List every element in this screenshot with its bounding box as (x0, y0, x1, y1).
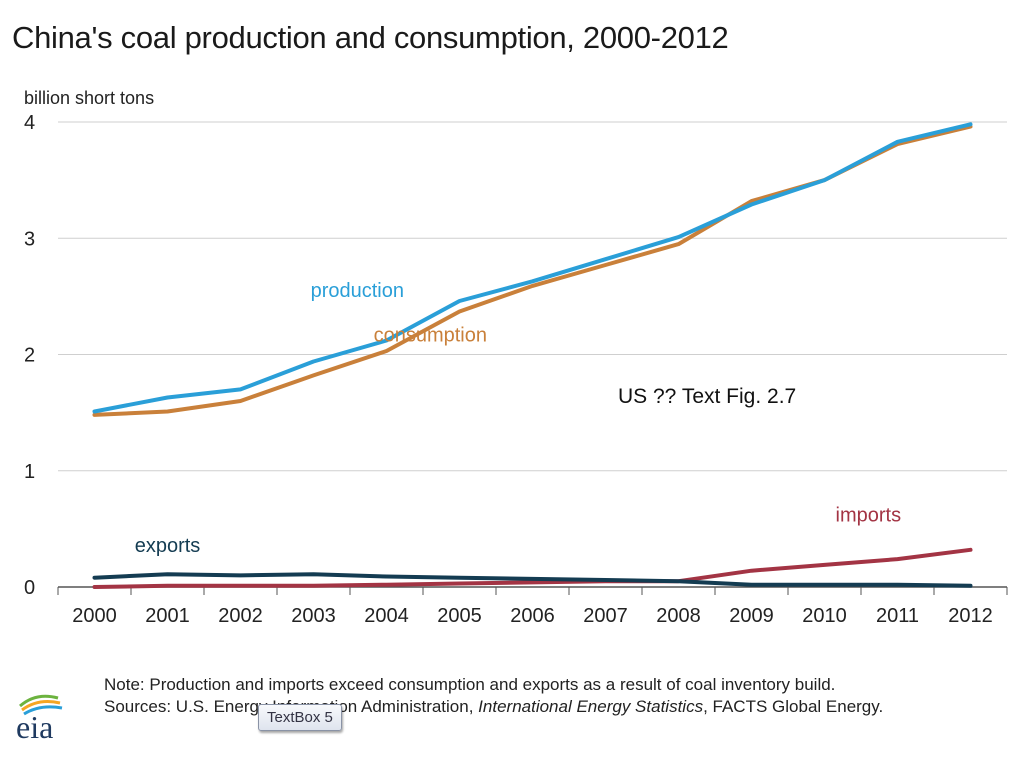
sources-line: Sources: U.S. Energy Information Adminis… (104, 696, 1009, 718)
x-tick-label: 2012 (948, 605, 993, 627)
y-axis-label: billion short tons (24, 88, 154, 108)
x-tick-label: 2007 (583, 605, 628, 627)
x-tick-label: 2011 (876, 605, 919, 627)
x-tick-label: 2000 (72, 605, 117, 627)
y-tick-label: 2 (24, 345, 35, 367)
series-label-production: production (311, 280, 404, 302)
x-tick-label: 2006 (510, 605, 555, 627)
series-label-exports: exports (135, 535, 201, 557)
series-label-imports: imports (836, 504, 902, 526)
y-tick-label: 1 (24, 461, 35, 483)
x-tick-label: 2010 (802, 605, 847, 627)
svg-text:eia: eia (16, 709, 53, 744)
x-tick-label: 2009 (729, 605, 774, 627)
x-tick-label: 2003 (291, 605, 336, 627)
series-line-imports (92, 547, 973, 589)
y-tick-label: 3 (24, 228, 35, 250)
sources-suffix: , FACTS Global Energy. (703, 697, 884, 716)
figure-reference-text: US ?? Text Fig. 2.7 (618, 385, 797, 408)
series-lines (92, 122, 973, 589)
y-tick-label: 0 (24, 577, 35, 599)
x-tick-label: 2001 (145, 605, 190, 627)
x-tick-label: 2002 (218, 605, 263, 627)
series-label-consumption: consumption (374, 324, 487, 346)
textbox-tag[interactable]: TextBox 5 (258, 704, 342, 731)
y-tick-label: 4 (24, 112, 35, 134)
axes: billion short tons 0 1 2 3 4 2000 2001 2002 2003 2… (24, 88, 1008, 627)
series-line-exports (92, 572, 973, 588)
line-chart: billion short tons 0 1 2 3 4 2000 2001 2002 2003 2… (24, 88, 1008, 627)
x-tick-label: 2004 (364, 605, 409, 627)
series-labels: production consumption exports imports (135, 280, 901, 557)
sources-italic: International Energy Statistics (478, 697, 704, 716)
chart-title: China's coal production and consumption,… (12, 20, 729, 55)
series-line-production (92, 122, 973, 414)
gridlines (58, 121, 1007, 472)
x-tick-label: 2005 (437, 605, 482, 627)
chart-note: Note: Production and imports exceed cons… (104, 674, 1009, 718)
x-tick-label: 2008 (656, 605, 701, 627)
series-line-consumption (92, 124, 973, 417)
eia-logo: eia (16, 694, 63, 744)
note-line: Note: Production and imports exceed cons… (104, 675, 836, 694)
